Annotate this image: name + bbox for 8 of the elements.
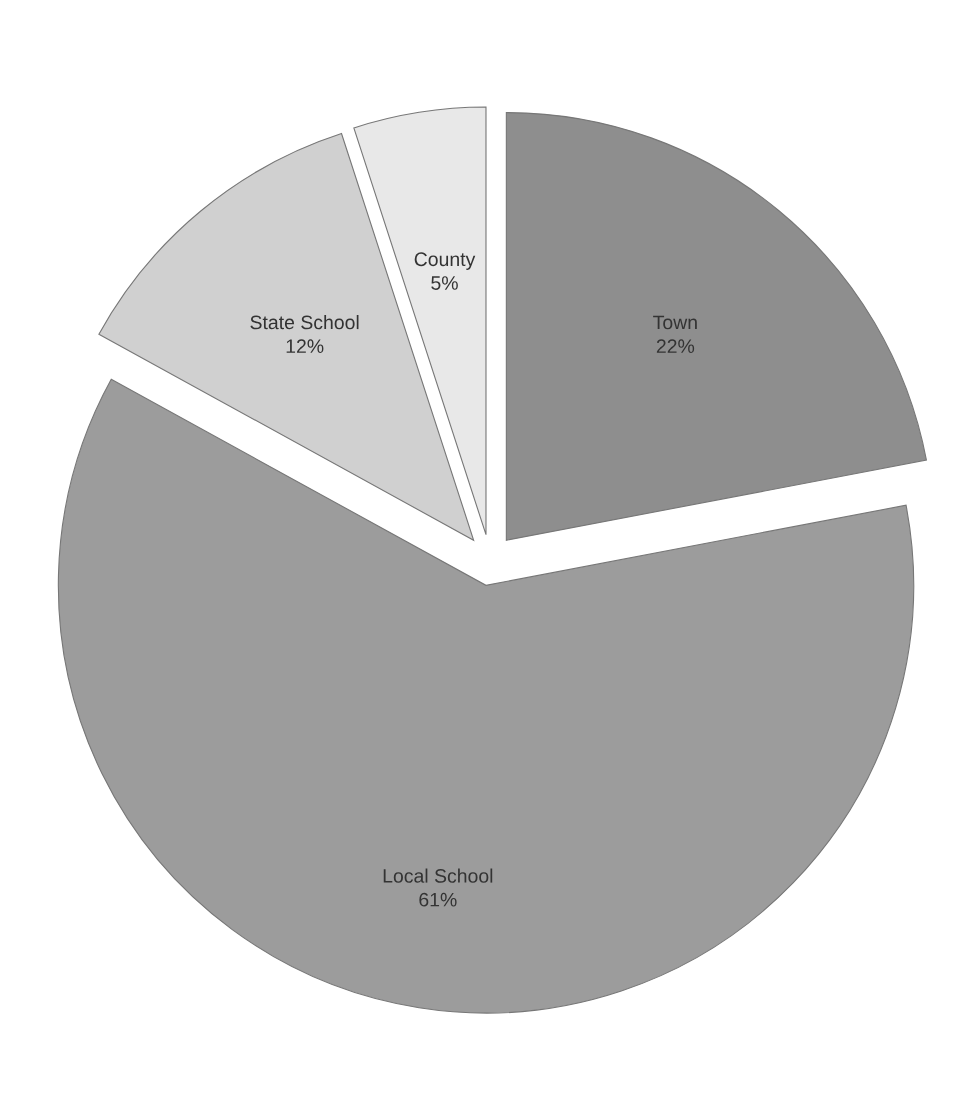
slice-label: State School: [250, 315, 359, 330]
data-label: 22%: [656, 339, 695, 353]
data-label: 12%: [286, 339, 324, 353]
slice-label: Local School: [383, 868, 493, 883]
slice-label: Town: [653, 315, 697, 330]
slice-label: County: [414, 252, 476, 270]
data-label: 5%: [431, 276, 458, 290]
data-label: 61%: [419, 892, 457, 907]
